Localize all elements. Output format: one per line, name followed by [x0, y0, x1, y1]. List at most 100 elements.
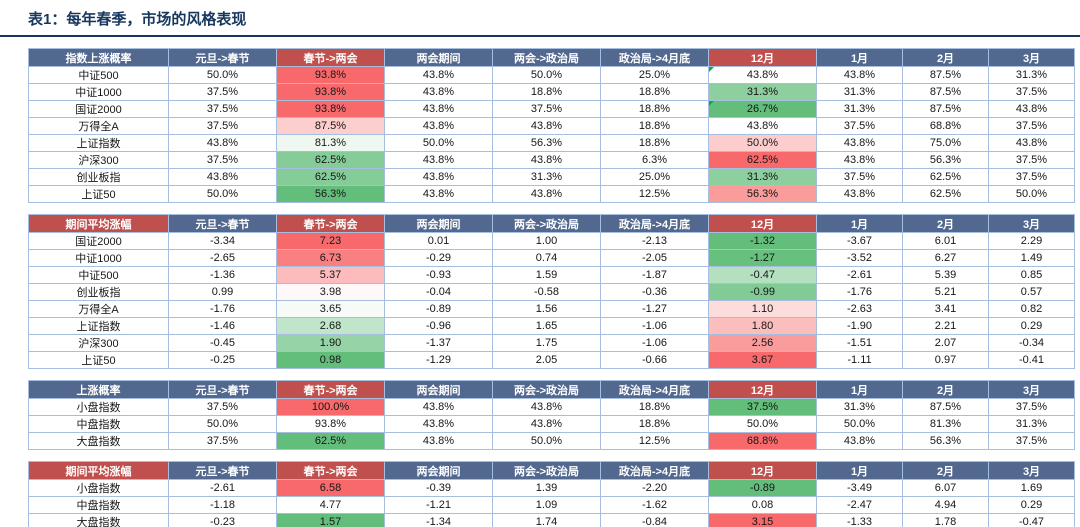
value-cell: 37.5% — [816, 117, 903, 135]
column-header: 3月 — [988, 380, 1075, 399]
value-cell: 3.67 — [708, 351, 817, 369]
value-cell: 5.37 — [276, 266, 385, 284]
value-cell: 1.59 — [492, 266, 601, 284]
value-cell: 18.8% — [492, 83, 601, 101]
value-cell: 31.3% — [816, 83, 903, 101]
column-header: 两会期间 — [384, 461, 493, 480]
value-cell: 0.57 — [988, 283, 1075, 301]
row-label: 沪深300 — [28, 334, 169, 352]
value-cell: 31.3% — [988, 66, 1075, 84]
value-cell: 5.21 — [902, 283, 989, 301]
column-header: 春节->两会 — [276, 214, 385, 233]
value-cell: 1.80 — [708, 317, 817, 335]
value-cell: -0.96 — [384, 317, 493, 335]
column-header: 12月 — [708, 214, 817, 233]
column-header: 元旦->春节 — [168, 461, 277, 480]
value-cell: 0.99 — [168, 283, 277, 301]
table-row: 沪深300 -0.45 1.90 -1.37 1.75 -1.06 2.56 -1.51 2.0… — [28, 334, 1075, 352]
value-cell: 87.5% — [902, 398, 989, 416]
value-cell: 18.8% — [600, 117, 709, 135]
data-table-1: 指数上涨概率 元旦->春节 春节->两会 两会期间 两会->政治局 政治局->4月底 12月… — [28, 48, 1075, 203]
value-cell: -0.47 — [988, 513, 1075, 527]
header-row: 期间平均涨幅 元旦->春节 春节->两会 两会期间 两会->政治局 政治局->4月底 12月… — [28, 461, 1075, 480]
value-cell: 56.3% — [708, 185, 817, 203]
value-cell: 68.8% — [902, 117, 989, 135]
value-cell: 37.5% — [168, 432, 277, 450]
column-header: 两会期间 — [384, 48, 493, 67]
column-header: 12月 — [708, 380, 817, 399]
row-label: 中证500 — [28, 266, 169, 284]
value-cell: 0.82 — [988, 300, 1075, 318]
value-cell: -2.20 — [600, 479, 709, 497]
value-cell: -2.47 — [816, 496, 903, 514]
column-header: 两会期间 — [384, 380, 493, 399]
column-header: 政治局->4月底 — [600, 461, 709, 480]
value-cell: 50.0% — [708, 134, 817, 152]
value-cell: 37.5% — [708, 398, 817, 416]
value-cell: 50.0% — [816, 415, 903, 433]
value-cell: 1.75 — [492, 334, 601, 352]
value-cell: -0.89 — [708, 479, 817, 497]
row-label: 创业板指 — [28, 283, 169, 301]
column-header: 政治局->4月底 — [600, 380, 709, 399]
value-cell: 37.5% — [988, 168, 1075, 186]
column-header: 3月 — [988, 461, 1075, 480]
column-header: 元旦->春节 — [168, 214, 277, 233]
value-cell: 75.0% — [902, 134, 989, 152]
value-cell: -1.29 — [384, 351, 493, 369]
column-header: 两会->政治局 — [492, 461, 601, 480]
value-cell: 37.5% — [816, 168, 903, 186]
column-header: 3月 — [988, 214, 1075, 233]
table-row: 国证2000 37.5% 93.8% 43.8% 37.5% 18.8% 26.7% 31.3… — [28, 100, 1075, 118]
value-cell: -1.76 — [816, 283, 903, 301]
row-label: 小盘指数 — [28, 398, 169, 416]
value-cell: -1.76 — [168, 300, 277, 318]
value-cell: 6.01 — [902, 232, 989, 250]
table-row: 小盘指数 37.5% 100.0% 43.8% 43.8% 18.8% 37.5% 31.3%… — [28, 398, 1075, 416]
value-cell: 31.3% — [492, 168, 601, 186]
value-cell: 0.29 — [988, 317, 1075, 335]
table-row: 万得全A -1.76 3.65 -0.89 1.56 -1.27 1.10 -2.63 3.41… — [28, 300, 1075, 318]
value-cell: 93.8% — [276, 415, 385, 433]
value-cell: 43.8% — [988, 100, 1075, 118]
value-cell: -1.37 — [384, 334, 493, 352]
column-header: 政治局->4月底 — [600, 214, 709, 233]
value-cell: -1.27 — [600, 300, 709, 318]
row-label: 万得全A — [28, 300, 169, 318]
row-label: 中盘指数 — [28, 415, 169, 433]
value-cell: 50.0% — [168, 66, 277, 84]
value-cell: -3.52 — [816, 249, 903, 267]
value-cell: -0.23 — [168, 513, 277, 527]
table-name-header: 指数上涨概率 — [28, 48, 169, 67]
value-cell: 1.09 — [492, 496, 601, 514]
value-cell: 31.3% — [988, 415, 1075, 433]
value-cell: -0.66 — [600, 351, 709, 369]
value-cell: 43.8% — [816, 151, 903, 169]
value-cell: -1.33 — [816, 513, 903, 527]
value-cell: 50.0% — [988, 185, 1075, 203]
table-row: 国证2000 -3.34 7.23 0.01 1.00 -2.13 -1.32 -3.67 6.… — [28, 232, 1075, 250]
value-cell: 56.3% — [492, 134, 601, 152]
value-cell: 4.77 — [276, 496, 385, 514]
value-cell: 6.73 — [276, 249, 385, 267]
row-label: 中证1000 — [28, 249, 169, 267]
column-header: 元旦->春节 — [168, 380, 277, 399]
value-cell: 93.8% — [276, 66, 385, 84]
column-header: 1月 — [816, 48, 903, 67]
table-row: 沪深300 37.5% 62.5% 43.8% 43.8% 6.3% 62.5% 43.8% 5… — [28, 151, 1075, 169]
header-row: 上涨概率 元旦->春节 春节->两会 两会期间 两会->政治局 政治局->4月底 12月 1月… — [28, 380, 1075, 399]
value-cell: 1.78 — [902, 513, 989, 527]
value-cell: -0.39 — [384, 479, 493, 497]
value-cell: 43.8% — [708, 66, 817, 84]
value-cell: 0.97 — [902, 351, 989, 369]
value-cell: -1.32 — [708, 232, 817, 250]
value-cell: -0.41 — [988, 351, 1075, 369]
value-cell: 3.41 — [902, 300, 989, 318]
table-row: 上证50 -0.25 0.98 -1.29 2.05 -0.66 3.67 -1.11 0.97… — [28, 351, 1075, 369]
value-cell: 3.65 — [276, 300, 385, 318]
value-cell: 3.98 — [276, 283, 385, 301]
table-row: 中盘指数 50.0% 93.8% 43.8% 43.8% 18.8% 50.0% 50.0% 8… — [28, 415, 1075, 433]
value-cell: -1.36 — [168, 266, 277, 284]
table-name-header: 上涨概率 — [28, 380, 169, 399]
